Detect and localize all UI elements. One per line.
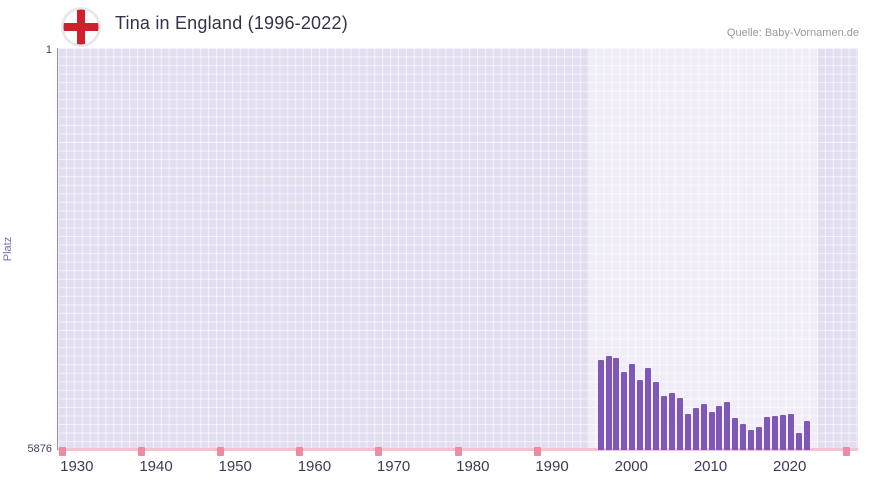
no-data-marker-1978 <box>454 447 462 456</box>
bar-2022[interactable] <box>803 420 810 450</box>
bar-1998[interactable] <box>613 357 620 450</box>
bar-2002[interactable] <box>645 368 652 450</box>
x-tick-label-1950: 1950 <box>218 458 252 475</box>
no-data-marker-1988 <box>533 447 541 456</box>
y-axis-tick-top: 1 <box>45 44 52 56</box>
no-data-marker-2027 <box>842 447 850 456</box>
x-tick-label-1970: 1970 <box>376 458 411 475</box>
source-credit: Quelle: Baby-Vornamen.de <box>726 27 859 39</box>
bar-2009[interactable] <box>700 403 707 450</box>
x-axis-ticks: 1930 1940 1950 1960 1970 1980 1990 2000 2010 2020 <box>57 458 857 482</box>
plot-area <box>57 48 858 456</box>
bar-1996[interactable] <box>597 360 604 450</box>
bar-2014[interactable] <box>740 424 747 450</box>
page-title: Tina in England (1996-2022) <box>115 13 348 33</box>
bar-2018[interactable] <box>771 416 778 450</box>
england-flag-icon <box>61 7 101 47</box>
x-tick-label-2000: 2000 <box>614 458 648 475</box>
no-data-marker-1958 <box>296 447 304 456</box>
bar-2005[interactable] <box>668 392 675 450</box>
no-data-marker-1938 <box>137 447 145 456</box>
x-tick-label-1990: 1990 <box>535 458 569 475</box>
y-axis-title: Platz <box>2 236 14 262</box>
bar-2017[interactable] <box>763 417 770 450</box>
bar-1997[interactable] <box>605 355 612 450</box>
bar-2008[interactable] <box>692 407 699 450</box>
bar-2006[interactable] <box>676 398 683 450</box>
bar-2003[interactable] <box>653 381 659 450</box>
bar-2019[interactable] <box>779 415 786 450</box>
x-tick-label-2020: 2020 <box>773 458 807 475</box>
x-tick-label-1960: 1960 <box>297 458 332 475</box>
bar-2015[interactable] <box>748 429 755 450</box>
no-data-marker-1928 <box>58 447 66 456</box>
bar-2004[interactable] <box>660 396 667 450</box>
x-tick-label-1930: 1930 <box>60 458 94 475</box>
bar-2010[interactable] <box>708 412 715 450</box>
x-tick-label-2010: 2010 <box>693 458 728 475</box>
no-data-marker-1948 <box>216 447 224 456</box>
bar-2020[interactable] <box>787 414 794 450</box>
bar-1999[interactable] <box>621 371 628 450</box>
bar-2011[interactable] <box>716 405 723 450</box>
chart-header: Tina in England (1996-2022) Quelle: Baby… <box>0 0 873 48</box>
bar-2000[interactable] <box>629 364 636 450</box>
x-tick-label-1980: 1980 <box>456 458 490 475</box>
bar-2016[interactable] <box>756 427 762 450</box>
bars-container <box>58 48 858 450</box>
bar-2013[interactable] <box>732 418 739 450</box>
bar-2021[interactable] <box>795 432 802 450</box>
x-tick-label-1940: 1940 <box>139 458 173 475</box>
bar-2012[interactable] <box>724 401 731 450</box>
no-data-marker-1968 <box>375 447 383 456</box>
y-axis-tick-bottom: 5876 <box>27 443 52 455</box>
bar-2001[interactable] <box>637 379 644 450</box>
bar-2007[interactable] <box>684 414 691 450</box>
